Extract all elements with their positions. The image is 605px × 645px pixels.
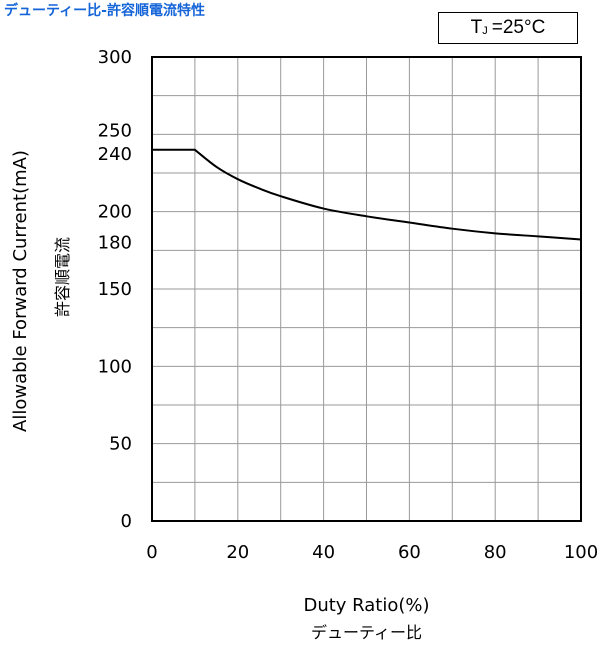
x-tick-label: 40: [312, 542, 335, 563]
current-curve-line: [152, 148, 582, 241]
temperature-symbol: T: [470, 17, 483, 38]
x-tick-label: 100: [564, 542, 598, 563]
y-tick-label: 50: [109, 434, 132, 455]
x-tick-label: 0: [146, 542, 157, 563]
y-tick-label: 100: [98, 356, 132, 377]
y-tick-label: 300: [98, 47, 132, 68]
y-tick-label: 250: [98, 120, 132, 141]
y-axis-title-japanese: 許容順電流: [53, 237, 72, 317]
x-tick-label: 20: [226, 542, 249, 563]
temperature-value: =25°C: [491, 17, 546, 38]
temperature-subscript: J: [482, 25, 488, 37]
y-tick-label: 200: [98, 202, 132, 223]
x-tick-label: 80: [484, 542, 507, 563]
x-axis-title-japanese: デューティー比: [311, 623, 422, 642]
y-tick-label: 0: [121, 511, 132, 532]
grid-lines: [152, 57, 581, 521]
x-axis-title: Duty Ratio(%): [303, 595, 429, 616]
x-tick-label: 60: [398, 542, 421, 563]
x-tick-labels: 0 20 40 60 80 100: [146, 542, 598, 563]
plot-frame: [151, 56, 582, 522]
chart-heading: デューティー比-許容順電流特性: [4, 3, 205, 19]
temperature-condition-box: T J =25°C: [438, 12, 578, 44]
y-tick-labels: 0 50 100 150 180 200 240 250 300: [98, 47, 132, 532]
y-tick-label: 240: [98, 144, 132, 165]
y-tick-label: 150: [98, 279, 132, 300]
y-tick-label: 180: [98, 233, 132, 254]
y-axis-title: Allowable Forward Current(mA): [10, 150, 31, 432]
